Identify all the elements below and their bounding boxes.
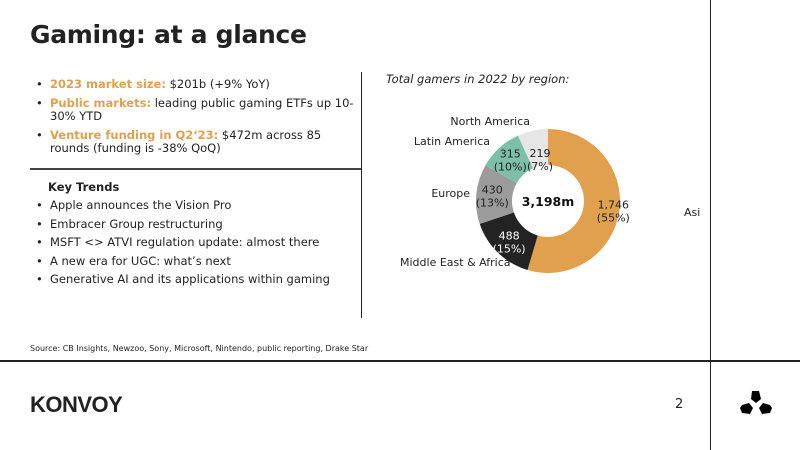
donut-slice-asia-pacific xyxy=(527,129,620,273)
donut-chart: 1,746(55%) Asia-Pacific 488(15%)Middle Eas… xyxy=(400,115,700,273)
footer-rule xyxy=(0,360,800,362)
slice-value-label: 430 xyxy=(482,183,503,196)
donut-center-total: 3,198m xyxy=(522,194,575,209)
chart-title: Total gamers in 2022 by region: xyxy=(386,72,570,86)
slice-value-label: 315 xyxy=(500,148,521,161)
key-trends-list: Apple announces the Vision Pro Embracer … xyxy=(36,198,358,292)
page-title: Gaming: at a glance xyxy=(30,20,307,49)
source-note: Source: CB Insights, Newzoo, Sony, Micro… xyxy=(30,344,369,353)
highlight-label: 2023 market size: xyxy=(50,77,166,91)
slice-category-label: Middle East & Africa xyxy=(400,256,511,269)
column-divider xyxy=(361,72,362,318)
highlight-item: 2023 market size: $201b (+9% YoY) xyxy=(36,77,358,92)
trend-item: MSFT <> ATVI regulation update: almost t… xyxy=(36,235,358,250)
slice-category-label: Europe xyxy=(431,187,470,200)
highlight-text: $201b (+9% YoY) xyxy=(165,77,270,91)
slice-pct-label: (10%) xyxy=(494,161,527,174)
slice-value-label: 488 xyxy=(499,229,520,242)
highlight-item: Public markets: leading public gaming ET… xyxy=(36,95,358,124)
slice-category-label: Latin America xyxy=(414,135,490,148)
page-number: 2 xyxy=(675,397,684,412)
key-trends-heading: Key Trends xyxy=(48,180,120,194)
trend-item: Embracer Group restructuring xyxy=(36,217,358,232)
slice-value-label: 219 xyxy=(530,147,551,160)
donut-slice-middle-east-africa xyxy=(479,212,538,271)
highlight-label: Public markets: xyxy=(50,95,152,110)
slice-pct-label: (55%) xyxy=(597,211,630,224)
trend-item: Apple announces the Vision Pro xyxy=(36,198,358,213)
konvoy-logo: KONVOY xyxy=(30,392,123,417)
highlights-list: 2023 market size: $201b (+9% YoY) Public… xyxy=(36,77,358,161)
trend-item: A new era for UGC: what’s next xyxy=(36,254,358,269)
slice-pct-label: (13%) xyxy=(476,196,509,209)
slice-pct-label: (15%) xyxy=(493,242,526,255)
donut-slice-north-america xyxy=(517,129,548,169)
donut-slice-latin-america xyxy=(485,135,533,184)
trend-item: Generative AI and its applications withi… xyxy=(36,272,358,287)
slice-value-label: 1,746 xyxy=(598,198,630,211)
highlight-text: $472m across 85 rounds (funding is -38% … xyxy=(50,127,322,155)
slice-pct-label: (7%) xyxy=(527,160,553,173)
slice-category-label: Asia-Pacific xyxy=(684,206,700,219)
section-divider xyxy=(30,168,361,170)
highlight-label: Venture funding in Q2‘23: xyxy=(50,127,219,142)
highlight-item: Venture funding in Q2‘23: $472m across 8… xyxy=(36,127,358,156)
vertical-rule xyxy=(710,0,711,450)
donut-slice-europe xyxy=(476,165,517,224)
highlight-text: leading public gaming ETFs up 10-30% YTD xyxy=(50,95,354,123)
konvoy-mark-icon xyxy=(740,391,772,414)
slice-category-label: North America xyxy=(450,115,530,128)
